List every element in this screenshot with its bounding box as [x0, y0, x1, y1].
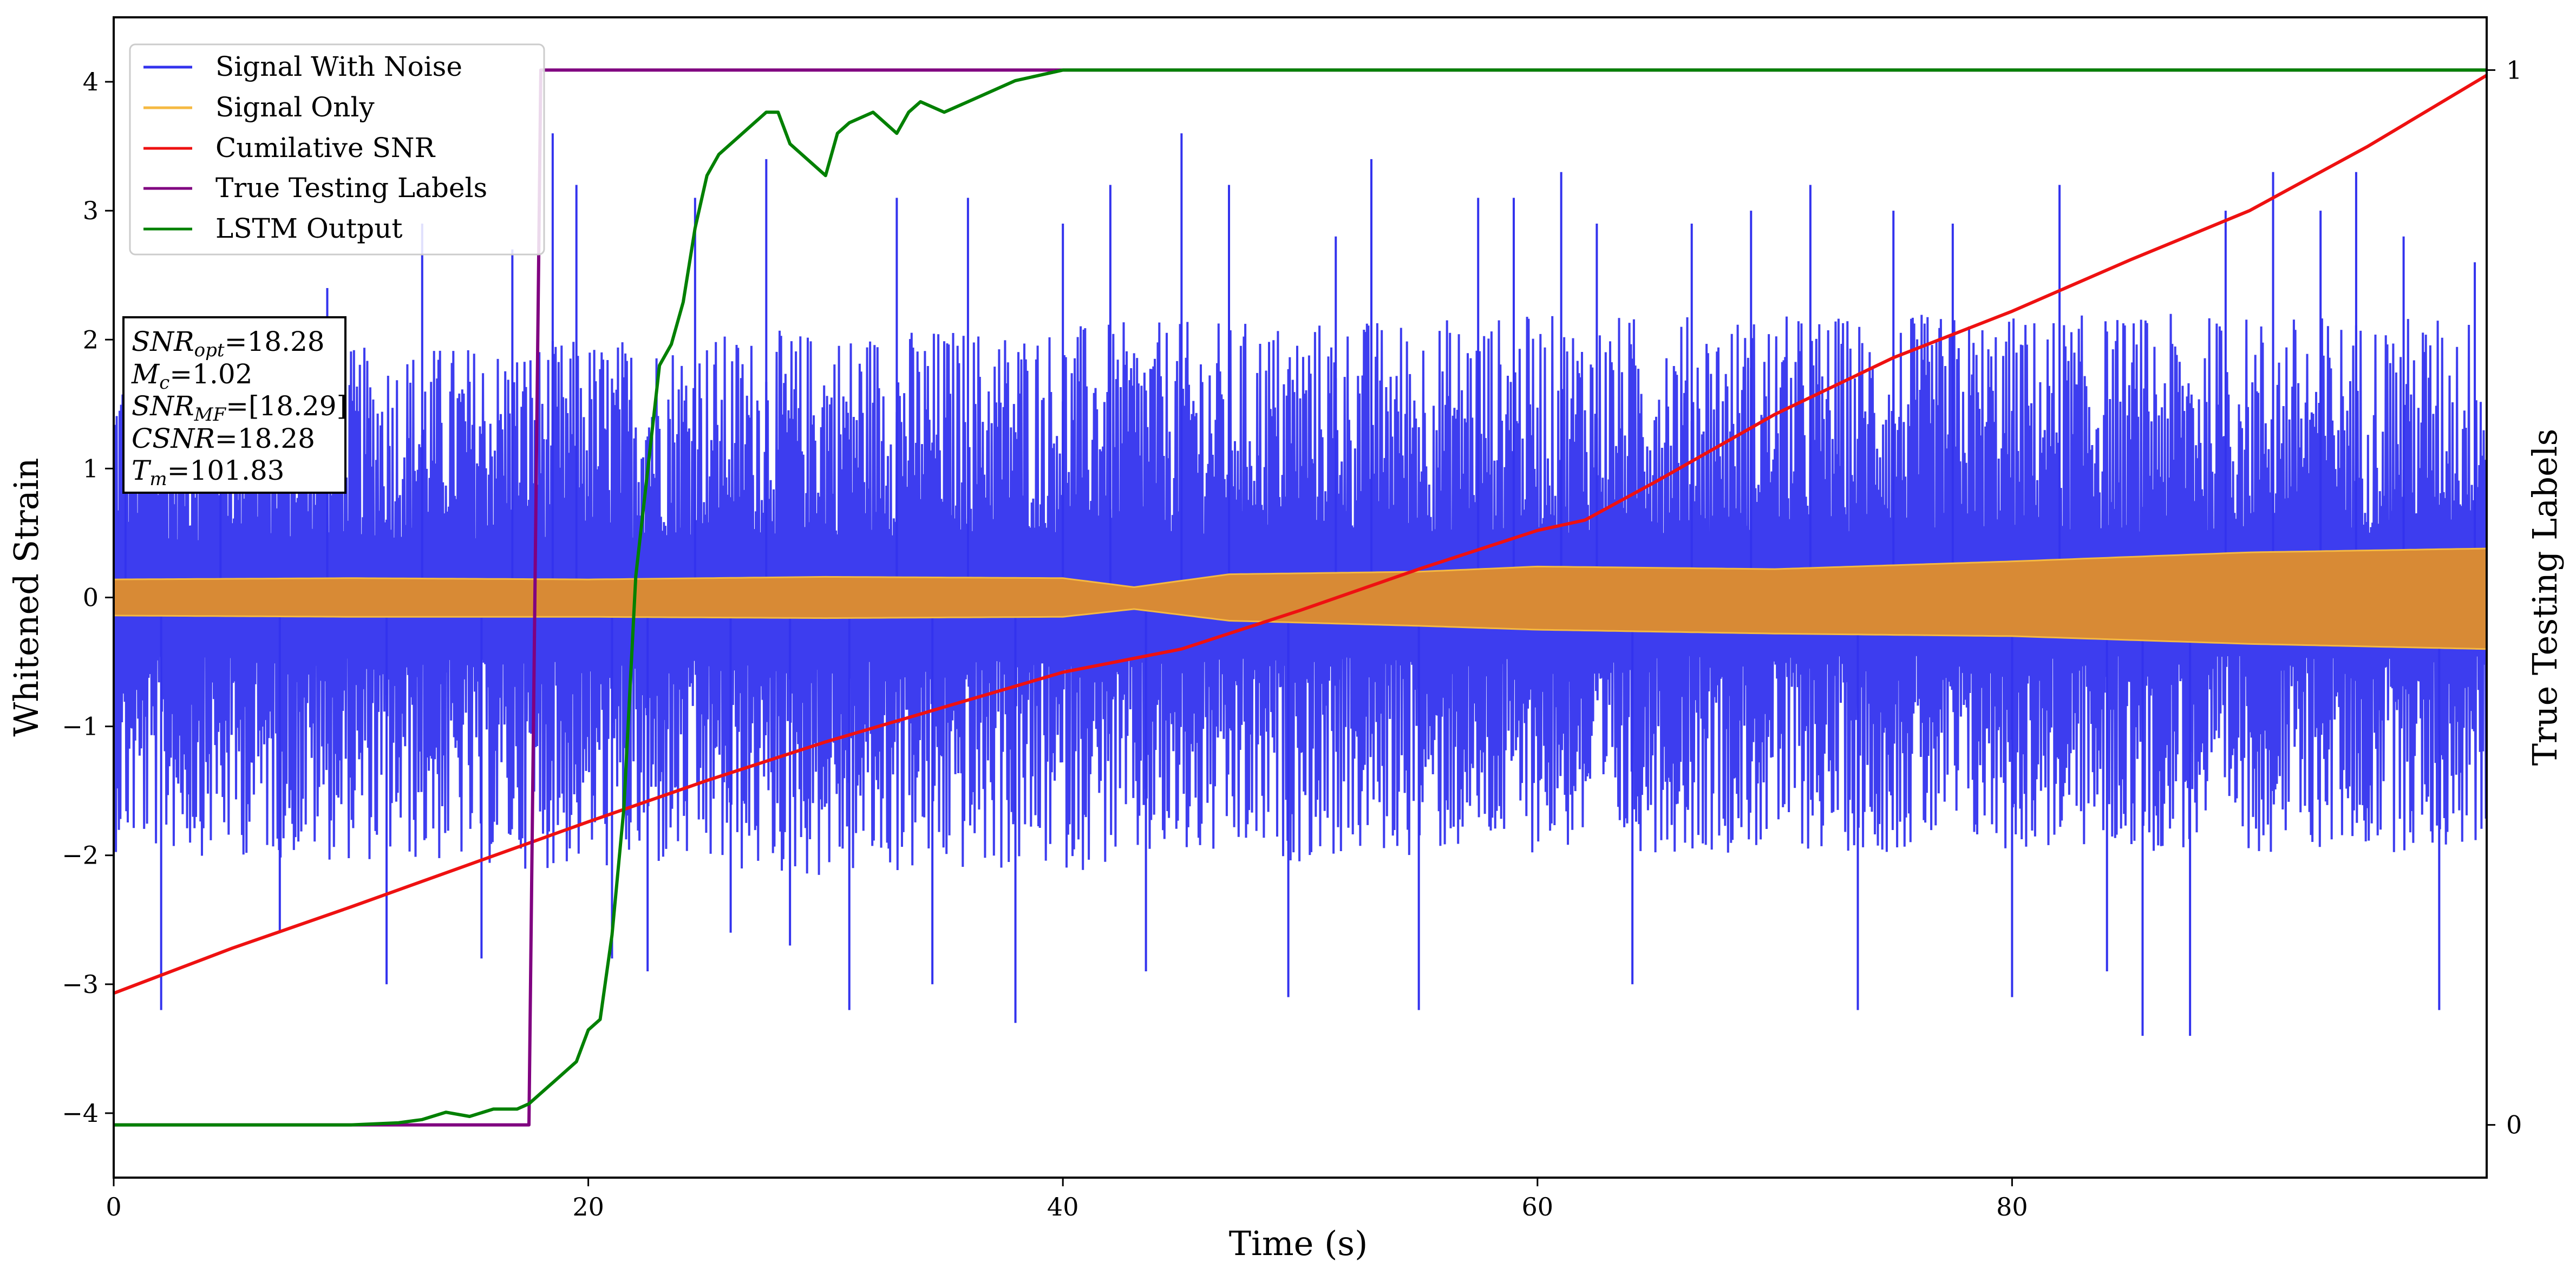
- y-tick-label: −1: [62, 712, 99, 741]
- x-tick-label: 60: [1522, 1192, 1554, 1221]
- y-tick-label: −2: [62, 841, 99, 870]
- x-tick-label: 40: [1047, 1192, 1079, 1221]
- x-tick-label: 0: [106, 1192, 121, 1221]
- y2-tick-label: 1: [2506, 55, 2522, 84]
- info-snr-mf-value: [18.29]: [249, 390, 347, 422]
- x-tick-label: 80: [1996, 1192, 2028, 1221]
- legend-label-cumilative-snr: Cumilative SNR: [215, 132, 435, 164]
- y-tick-label: 0: [83, 583, 99, 612]
- x-axis-label: Time (s): [1229, 1224, 1368, 1263]
- info-mc-value: 1.02: [192, 358, 252, 390]
- legend-label-signal-with-noise: Signal With Noise: [215, 51, 462, 82]
- y-axis-label: Whitened Strain: [6, 458, 46, 737]
- legend-label-true-testing-labels: True Testing Labels: [215, 172, 487, 204]
- y-tick-label: 4: [83, 67, 99, 96]
- y-tick-label: −3: [62, 970, 99, 999]
- y-tick-label: 1: [83, 454, 99, 483]
- y-tick-label: 3: [83, 196, 99, 225]
- info-snr-opt-value: 18.28: [247, 326, 324, 357]
- info-box: SNRopt=18.28 Mc=1.02 SNRMF=[18.29] CSNR=…: [123, 317, 347, 493]
- legend-label-signal-only: Signal Only: [215, 92, 375, 123]
- y-tick-label: 2: [83, 325, 99, 354]
- info-csnr-value: 18.28: [238, 423, 315, 454]
- y2-axis-label: True Testing Labels: [2525, 429, 2565, 766]
- y2-tick-label: 0: [2506, 1110, 2522, 1140]
- x-tick-label: 20: [572, 1192, 604, 1221]
- info-csnr: CSNR=18.28: [132, 423, 315, 454]
- legend-label-lstm-output: LSTM Output: [215, 213, 402, 244]
- info-snr-opt: SNRopt=18.28: [132, 326, 325, 361]
- legend: Signal With Noise Signal Only Cumilative…: [130, 44, 544, 254]
- info-snr-mf: SNRMF=[18.29]: [132, 390, 347, 426]
- info-mc: Mc=1.02: [131, 358, 252, 394]
- info-tm-value: 101.83: [190, 455, 285, 486]
- y-tick-label: −4: [62, 1099, 99, 1128]
